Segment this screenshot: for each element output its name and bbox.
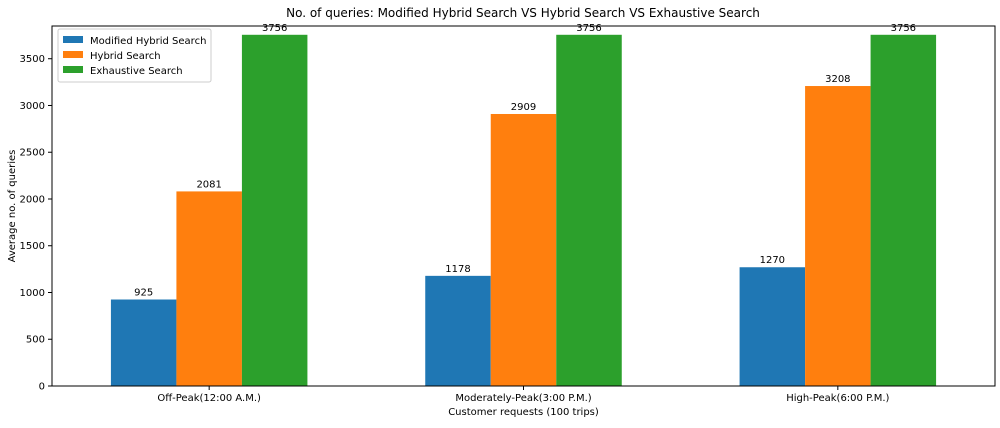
y-tick-label: 0 (39, 382, 45, 393)
y-tick-label: 500 (26, 335, 45, 346)
y-tick-label: 1000 (20, 288, 45, 299)
y-tick-label: 1500 (20, 241, 45, 252)
bar (870, 34, 937, 386)
legend-label: Exhaustive Search (90, 66, 183, 77)
x-tick-label: Off-Peak(12:00 A.M.) (157, 393, 261, 404)
y-axis-label: Average no. of queries (7, 150, 18, 263)
x-tick-label: Moderately-Peak(3:00 P.M.) (455, 393, 591, 404)
legend-box (57, 28, 212, 83)
legend-label: Modified Hybrid Search (90, 36, 206, 47)
x-axis-label: Customer requests (100 trips) (448, 407, 599, 418)
bar-value-label: 925 (134, 288, 153, 299)
bar (556, 34, 622, 386)
bar-value-label: 3756 (576, 23, 601, 34)
bar-value-label: 2909 (511, 102, 536, 113)
bar (739, 267, 806, 386)
plot-frame (51, 25, 996, 387)
bar-value-label: 1270 (760, 255, 785, 266)
chart-title: No. of queries: Modified Hybrid Search V… (286, 6, 760, 20)
bar (176, 191, 242, 386)
legend-swatch (63, 51, 83, 58)
x-axis: Off-Peak(12:00 A.M.) Moderately-Peak(3:00… (157, 386, 890, 404)
legend: Modified Hybrid Search Hybrid Search Exhau… (57, 28, 212, 83)
x-tick-label: High-Peak(6:00 P.M.) (786, 393, 889, 404)
y-tick-label: 2500 (20, 148, 45, 159)
y-tick-label: 2000 (20, 194, 45, 205)
y-tick-label: 3000 (20, 101, 45, 112)
bar-value-label: 3756 (262, 23, 287, 34)
bar (805, 86, 871, 387)
bar-value-label: 3756 (891, 23, 916, 34)
y-axis: 0 500 1000 1500 2000 2500 3000 3500 (20, 54, 52, 393)
bars (110, 34, 937, 387)
bar-value-labels: 925 2081 3756 1178 2909 3756 1270 3208 3756 (134, 23, 916, 299)
legend-swatch (63, 66, 83, 73)
bar-value-label: 1178 (445, 264, 470, 275)
bar-value-label: 3208 (825, 74, 850, 85)
y-tick-label: 3500 (20, 54, 45, 65)
bar (110, 299, 177, 386)
bar (425, 275, 491, 386)
legend-swatch (63, 36, 83, 43)
bar-value-label: 2081 (196, 179, 221, 190)
legend-label: Hybrid Search (90, 51, 161, 62)
bar (241, 34, 308, 386)
bar (490, 113, 557, 386)
